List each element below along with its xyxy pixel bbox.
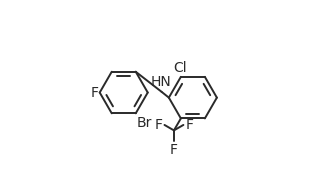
Text: HN: HN (151, 75, 171, 89)
Text: Br: Br (137, 115, 152, 129)
Text: F: F (170, 143, 178, 157)
Text: Cl: Cl (173, 61, 187, 75)
Text: F: F (185, 118, 193, 132)
Text: F: F (90, 86, 98, 100)
Text: F: F (155, 118, 163, 132)
